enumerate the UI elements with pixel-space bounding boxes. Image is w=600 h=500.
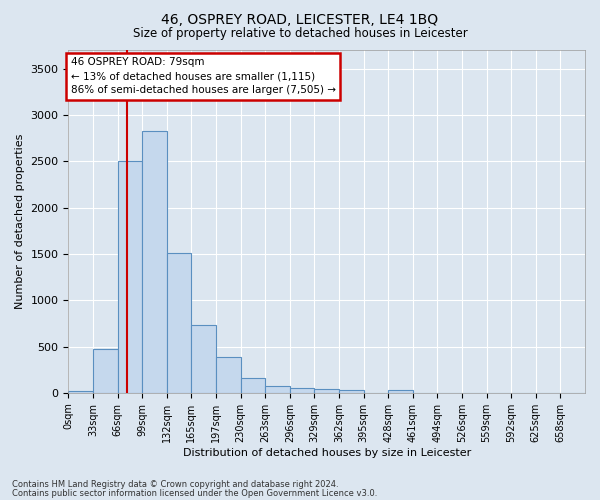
Text: Contains HM Land Registry data © Crown copyright and database right 2024.: Contains HM Land Registry data © Crown c…	[12, 480, 338, 489]
Bar	[191, 325, 216, 393]
Text: Size of property relative to detached houses in Leicester: Size of property relative to detached ho…	[133, 28, 467, 40]
Bar	[265, 386, 290, 393]
Bar	[216, 357, 241, 393]
Bar	[339, 390, 364, 393]
Bar	[68, 391, 93, 393]
Text: 46 OSPREY ROAD: 79sqm
← 13% of detached houses are smaller (1,115)
86% of semi-d: 46 OSPREY ROAD: 79sqm ← 13% of detached …	[71, 58, 335, 96]
Bar	[241, 378, 265, 393]
Bar	[142, 130, 167, 393]
Bar	[290, 388, 314, 393]
Bar	[167, 253, 191, 393]
Bar	[388, 390, 413, 393]
X-axis label: Distribution of detached houses by size in Leicester: Distribution of detached houses by size …	[182, 448, 471, 458]
Text: 46, OSPREY ROAD, LEICESTER, LE4 1BQ: 46, OSPREY ROAD, LEICESTER, LE4 1BQ	[161, 12, 439, 26]
Bar	[314, 389, 339, 393]
Bar	[118, 161, 142, 393]
Y-axis label: Number of detached properties: Number of detached properties	[15, 134, 25, 309]
Text: Contains public sector information licensed under the Open Government Licence v3: Contains public sector information licen…	[12, 488, 377, 498]
Bar	[93, 350, 118, 393]
